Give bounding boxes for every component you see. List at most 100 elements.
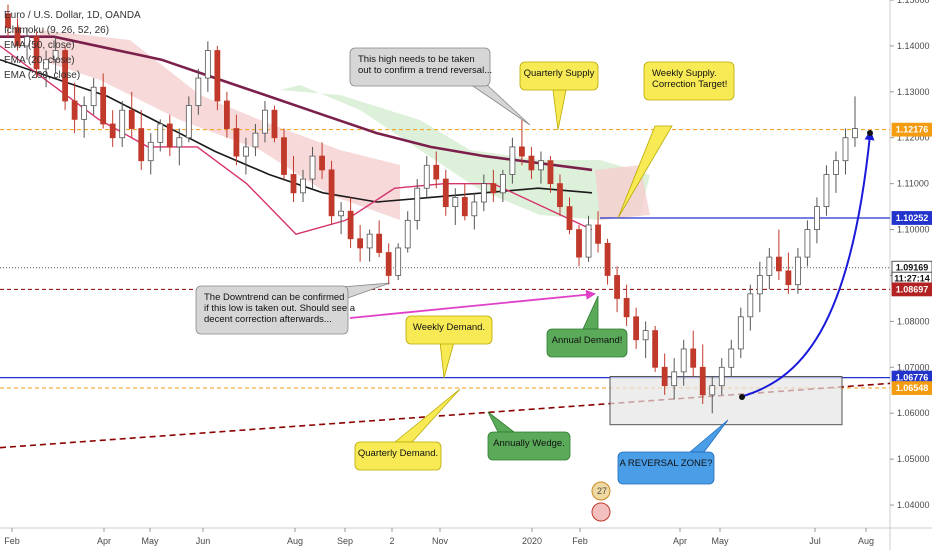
- indicator-ichimoku: Ichimoku (9, 26, 52, 26): [4, 25, 109, 36]
- candle-body: [785, 270, 792, 286]
- x-tick-label: Feb: [4, 536, 20, 546]
- candle-body: [300, 178, 306, 194]
- candle-body: [166, 123, 173, 148]
- candle-body: [5, 13, 11, 28]
- candle-body: [509, 146, 516, 175]
- y-tick-label: 1.14000: [897, 41, 930, 51]
- reversal-zone-box[interactable]: [609, 375, 843, 426]
- candle-body: [728, 348, 735, 368]
- x-tick-label: Apr: [97, 536, 111, 546]
- drawings[interactable]: [349, 130, 875, 400]
- callout-reversal-zone-box: [617, 451, 715, 485]
- candle-body: [642, 330, 649, 341]
- candle-body: [547, 160, 554, 185]
- price-tag-label: 1.06548: [896, 383, 929, 393]
- y-tick-label: 1.06000: [897, 408, 930, 418]
- callout-weekly-demand-box: [405, 315, 493, 345]
- callout-quarterly-supply[interactable]: Quarterly Supply: [519, 61, 599, 131]
- candle-body: [90, 86, 97, 106]
- candle-body: [823, 174, 830, 208]
- callout-quarterly-supply-text: Quarterly Supply: [524, 68, 595, 79]
- price-tag-label: 1.09169: [896, 263, 929, 273]
- price-tag-weekly-supply-target: [891, 122, 932, 137]
- price-tag-label: 11:27:14: [894, 274, 930, 284]
- candle-body: [100, 86, 107, 125]
- candle-body: [119, 109, 126, 139]
- callout-weekly-supply[interactable]: Weekly Supply.Correction Target!: [617, 61, 735, 219]
- y-tick-label: 1.04000: [897, 500, 930, 510]
- candle-body: [81, 105, 88, 120]
- candle-body: [157, 123, 164, 143]
- callout-reversal-zone[interactable]: A REVERSAL ZONE?: [617, 419, 729, 485]
- candle-body: [204, 50, 211, 79]
- candle-body: [528, 155, 535, 171]
- legend: Euro / U.S. Dollar, 1D, OANDA Ichimoku (…: [4, 10, 141, 81]
- candle-body: [471, 201, 478, 217]
- callout-weekly-demand[interactable]: Weekly Demand.: [405, 315, 493, 379]
- candle-body: [109, 123, 116, 139]
- callout-weekly-supply-box: [643, 61, 735, 101]
- y-tick-label: 1.13000: [897, 87, 930, 97]
- callout-quarterly-demand[interactable]: Quarterly Demand.: [354, 388, 461, 471]
- callout-weekly-supply-tail: [617, 125, 673, 219]
- x-tick-label: Feb: [572, 536, 588, 546]
- candle-body: [62, 50, 69, 102]
- ema-200-line: [0, 35, 593, 172]
- candle-body: [604, 242, 611, 276]
- candle-body: [766, 256, 773, 276]
- candles: [5, 4, 858, 414]
- projection-arrow[interactable]: [739, 130, 875, 398]
- callout-weekly-supply-text: Correction Target!: [652, 79, 727, 90]
- callout-annually-wedge-text: Annually Wedge.: [493, 438, 565, 449]
- candle-body: [852, 128, 858, 139]
- candle-body: [814, 206, 820, 230]
- price-tag-label: 1.10252: [896, 213, 929, 223]
- candle-body: [338, 210, 344, 217]
- projection-end-dot: [867, 130, 873, 136]
- watermark-logo: 27: [591, 481, 611, 522]
- candle-body: [366, 233, 373, 249]
- candle-body: [480, 183, 487, 203]
- x-tick-label: May: [141, 536, 159, 546]
- candle-body: [595, 224, 601, 244]
- candle-body: [71, 100, 78, 120]
- candle-body: [376, 233, 383, 253]
- price-tag-blue-line: [891, 211, 932, 225]
- x-tick-label: Aug: [287, 536, 303, 546]
- candle-body: [433, 164, 440, 180]
- time-axis[interactable]: Feb Apr May Jun Aug Sep 2 Nov 2020 Feb Apr May Jul Au…: [4, 528, 874, 546]
- candle-body: [633, 316, 640, 341]
- callout-quarterly-demand-text: Quarterly Demand.: [358, 448, 438, 459]
- low-break-arrow[interactable]: [349, 289, 596, 319]
- candle-body: [385, 252, 392, 276]
- callout-high-note-text: out to confirm a trend reversal...: [358, 65, 492, 76]
- callout-low-note-text: The Downtrend can be confirmed: [204, 292, 344, 303]
- candle-body: [652, 330, 659, 368]
- x-tick-label: Nov: [432, 536, 449, 546]
- callout-low-note-text: if this low is taken out. Should see a: [204, 303, 356, 314]
- candle-body: [262, 109, 268, 134]
- price-axis[interactable]: 1.15000 1.14000 1.13000 1.12000 1.11000 1.100…: [890, 0, 930, 510]
- callout-annual-demand-text: Annual Demand!: [552, 335, 623, 346]
- candle-body: [147, 141, 154, 162]
- candle-body: [623, 298, 630, 318]
- candle-body: [680, 348, 687, 373]
- candle-body: [128, 109, 135, 129]
- reversal-zone[interactable]: [609, 375, 843, 426]
- callout-low-note-box: [195, 285, 349, 335]
- candle-body: [252, 132, 259, 148]
- callout-annually-wedge[interactable]: Annually Wedge.: [487, 411, 571, 461]
- callout-annual-demand[interactable]: Annual Demand!: [546, 295, 628, 358]
- candle-body: [461, 197, 468, 217]
- callout-high-note-box: [349, 47, 491, 87]
- x-tick-label: Sep: [337, 536, 353, 546]
- price-tag-label: 1.08697: [896, 284, 929, 294]
- callout-weekly-demand-text: Weekly Demand.: [413, 322, 485, 333]
- candle-body: [804, 229, 811, 258]
